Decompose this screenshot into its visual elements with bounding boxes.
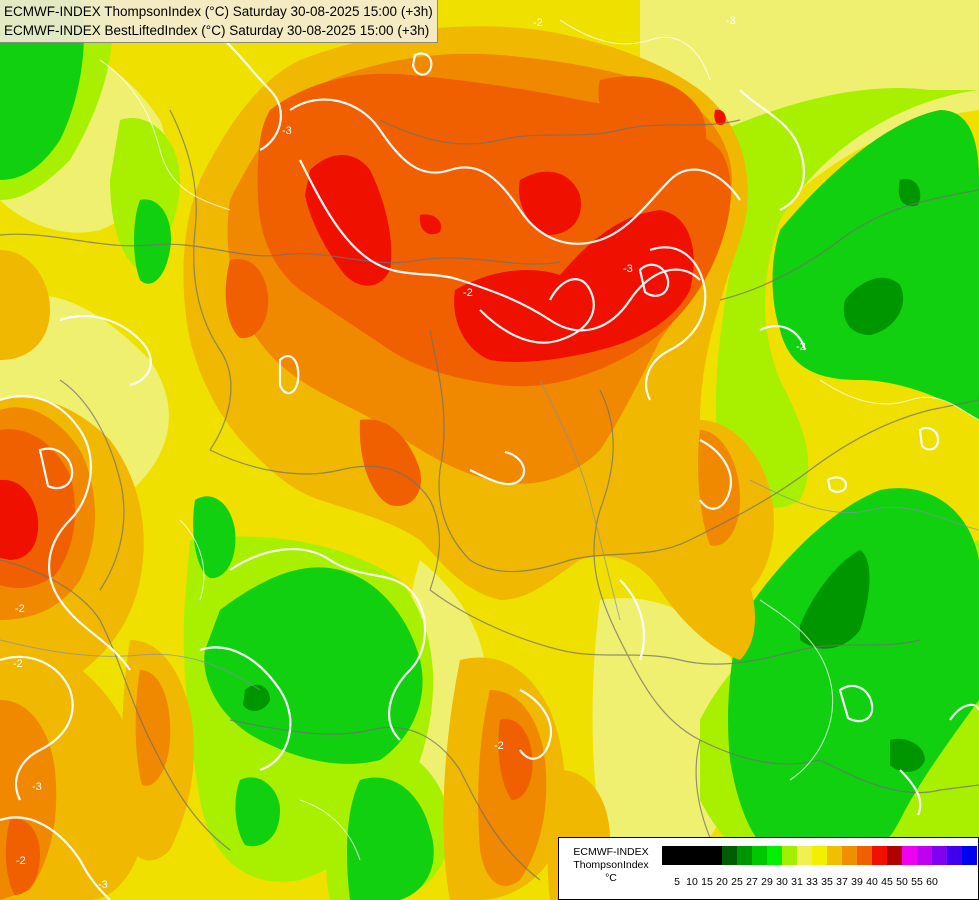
contour-label: -3	[32, 781, 42, 793]
contour-label: -3	[98, 879, 108, 891]
legend-swatch	[902, 846, 917, 865]
legend-swatch	[947, 846, 962, 865]
legend-tick-label: 39	[851, 876, 863, 888]
contour-label: -3	[726, 15, 736, 27]
legend-swatch	[662, 846, 677, 865]
legend-model: ECMWF-INDEX	[573, 846, 649, 858]
legend-tick-label: 55	[911, 876, 923, 888]
legend-swatch	[677, 846, 692, 865]
legend-swatch	[842, 846, 857, 865]
legend-swatch	[767, 846, 782, 865]
legend-tick-label: 33	[806, 876, 818, 888]
legend-swatch	[962, 846, 977, 865]
legend-swatch	[797, 846, 812, 865]
legend-tick-label: 60	[926, 876, 938, 888]
legend-swatch	[737, 846, 752, 865]
legend-swatch	[722, 846, 737, 865]
legend-unit: °C	[605, 872, 617, 884]
rivers	[0, 379, 979, 691]
map-title: ECMWF-INDEX ThompsonIndex (°C) Saturday …	[0, 0, 438, 43]
legend-tick-label: 50	[896, 876, 908, 888]
legend-swatch	[887, 846, 902, 865]
contour-label: -2	[15, 603, 25, 615]
contour-label: -3	[282, 125, 292, 137]
legend-swatch	[782, 846, 797, 865]
legend-swatch	[932, 846, 947, 865]
legend-swatch	[827, 846, 842, 865]
contour-label: -2	[494, 740, 504, 752]
legend-tick-label: 10	[686, 876, 698, 888]
lifted-index-contours-light	[99, 19, 979, 861]
contour-label: -2	[463, 287, 473, 299]
legend-tick-label: 37	[836, 876, 848, 888]
legend-swatch	[872, 846, 887, 865]
legend-tick-label: 45	[881, 876, 893, 888]
legend-tick-label: 31	[791, 876, 803, 888]
legend-tick-label: 20	[716, 876, 728, 888]
title-line-best-lifted-index: ECMWF-INDEX BestLiftedIndex (°C) Saturda…	[4, 23, 430, 38]
legend-swatch	[917, 846, 932, 865]
contour-label: -2	[796, 341, 806, 353]
legend-swatch	[692, 846, 707, 865]
legend-swatch	[812, 846, 827, 865]
field-dark-green	[243, 179, 925, 772]
contour-label: -2	[13, 658, 23, 670]
contour-label: -2	[533, 17, 543, 29]
legend-tick-label: 15	[701, 876, 713, 888]
color-legend: ECMWF-INDEX ThompsonIndex °C 5 10 15 20 25 27…	[558, 837, 979, 900]
legend-tick-label: 30	[776, 876, 788, 888]
legend-tick-label: 5	[674, 876, 680, 888]
legend-tick-label: 35	[821, 876, 833, 888]
contour-label: -2	[16, 855, 26, 867]
legend-swatch	[857, 846, 872, 865]
legend-swatch	[707, 846, 722, 865]
title-line-thompson-index: ECMWF-INDEX ThompsonIndex (°C) Saturday …	[4, 4, 433, 19]
contour-label-group: -2 -3 -3 -2 -3 -2 -2 -2 -2 -2 -3 -3 -2	[13, 15, 806, 891]
legend-parameter: ThompsonIndex	[573, 859, 649, 871]
legend-tick-label: 25	[731, 876, 743, 888]
legend-swatch	[752, 846, 767, 865]
legend-caption: ECMWF-INDEX ThompsonIndex °C	[561, 846, 661, 885]
legend-tick-label: 27	[746, 876, 758, 888]
legend-tick-label: 29	[761, 876, 773, 888]
legend-tick-label: 40	[866, 876, 878, 888]
contour-label: -3	[623, 263, 633, 275]
field-red	[0, 109, 726, 560]
lifted-index-contours	[0, 19, 979, 900]
